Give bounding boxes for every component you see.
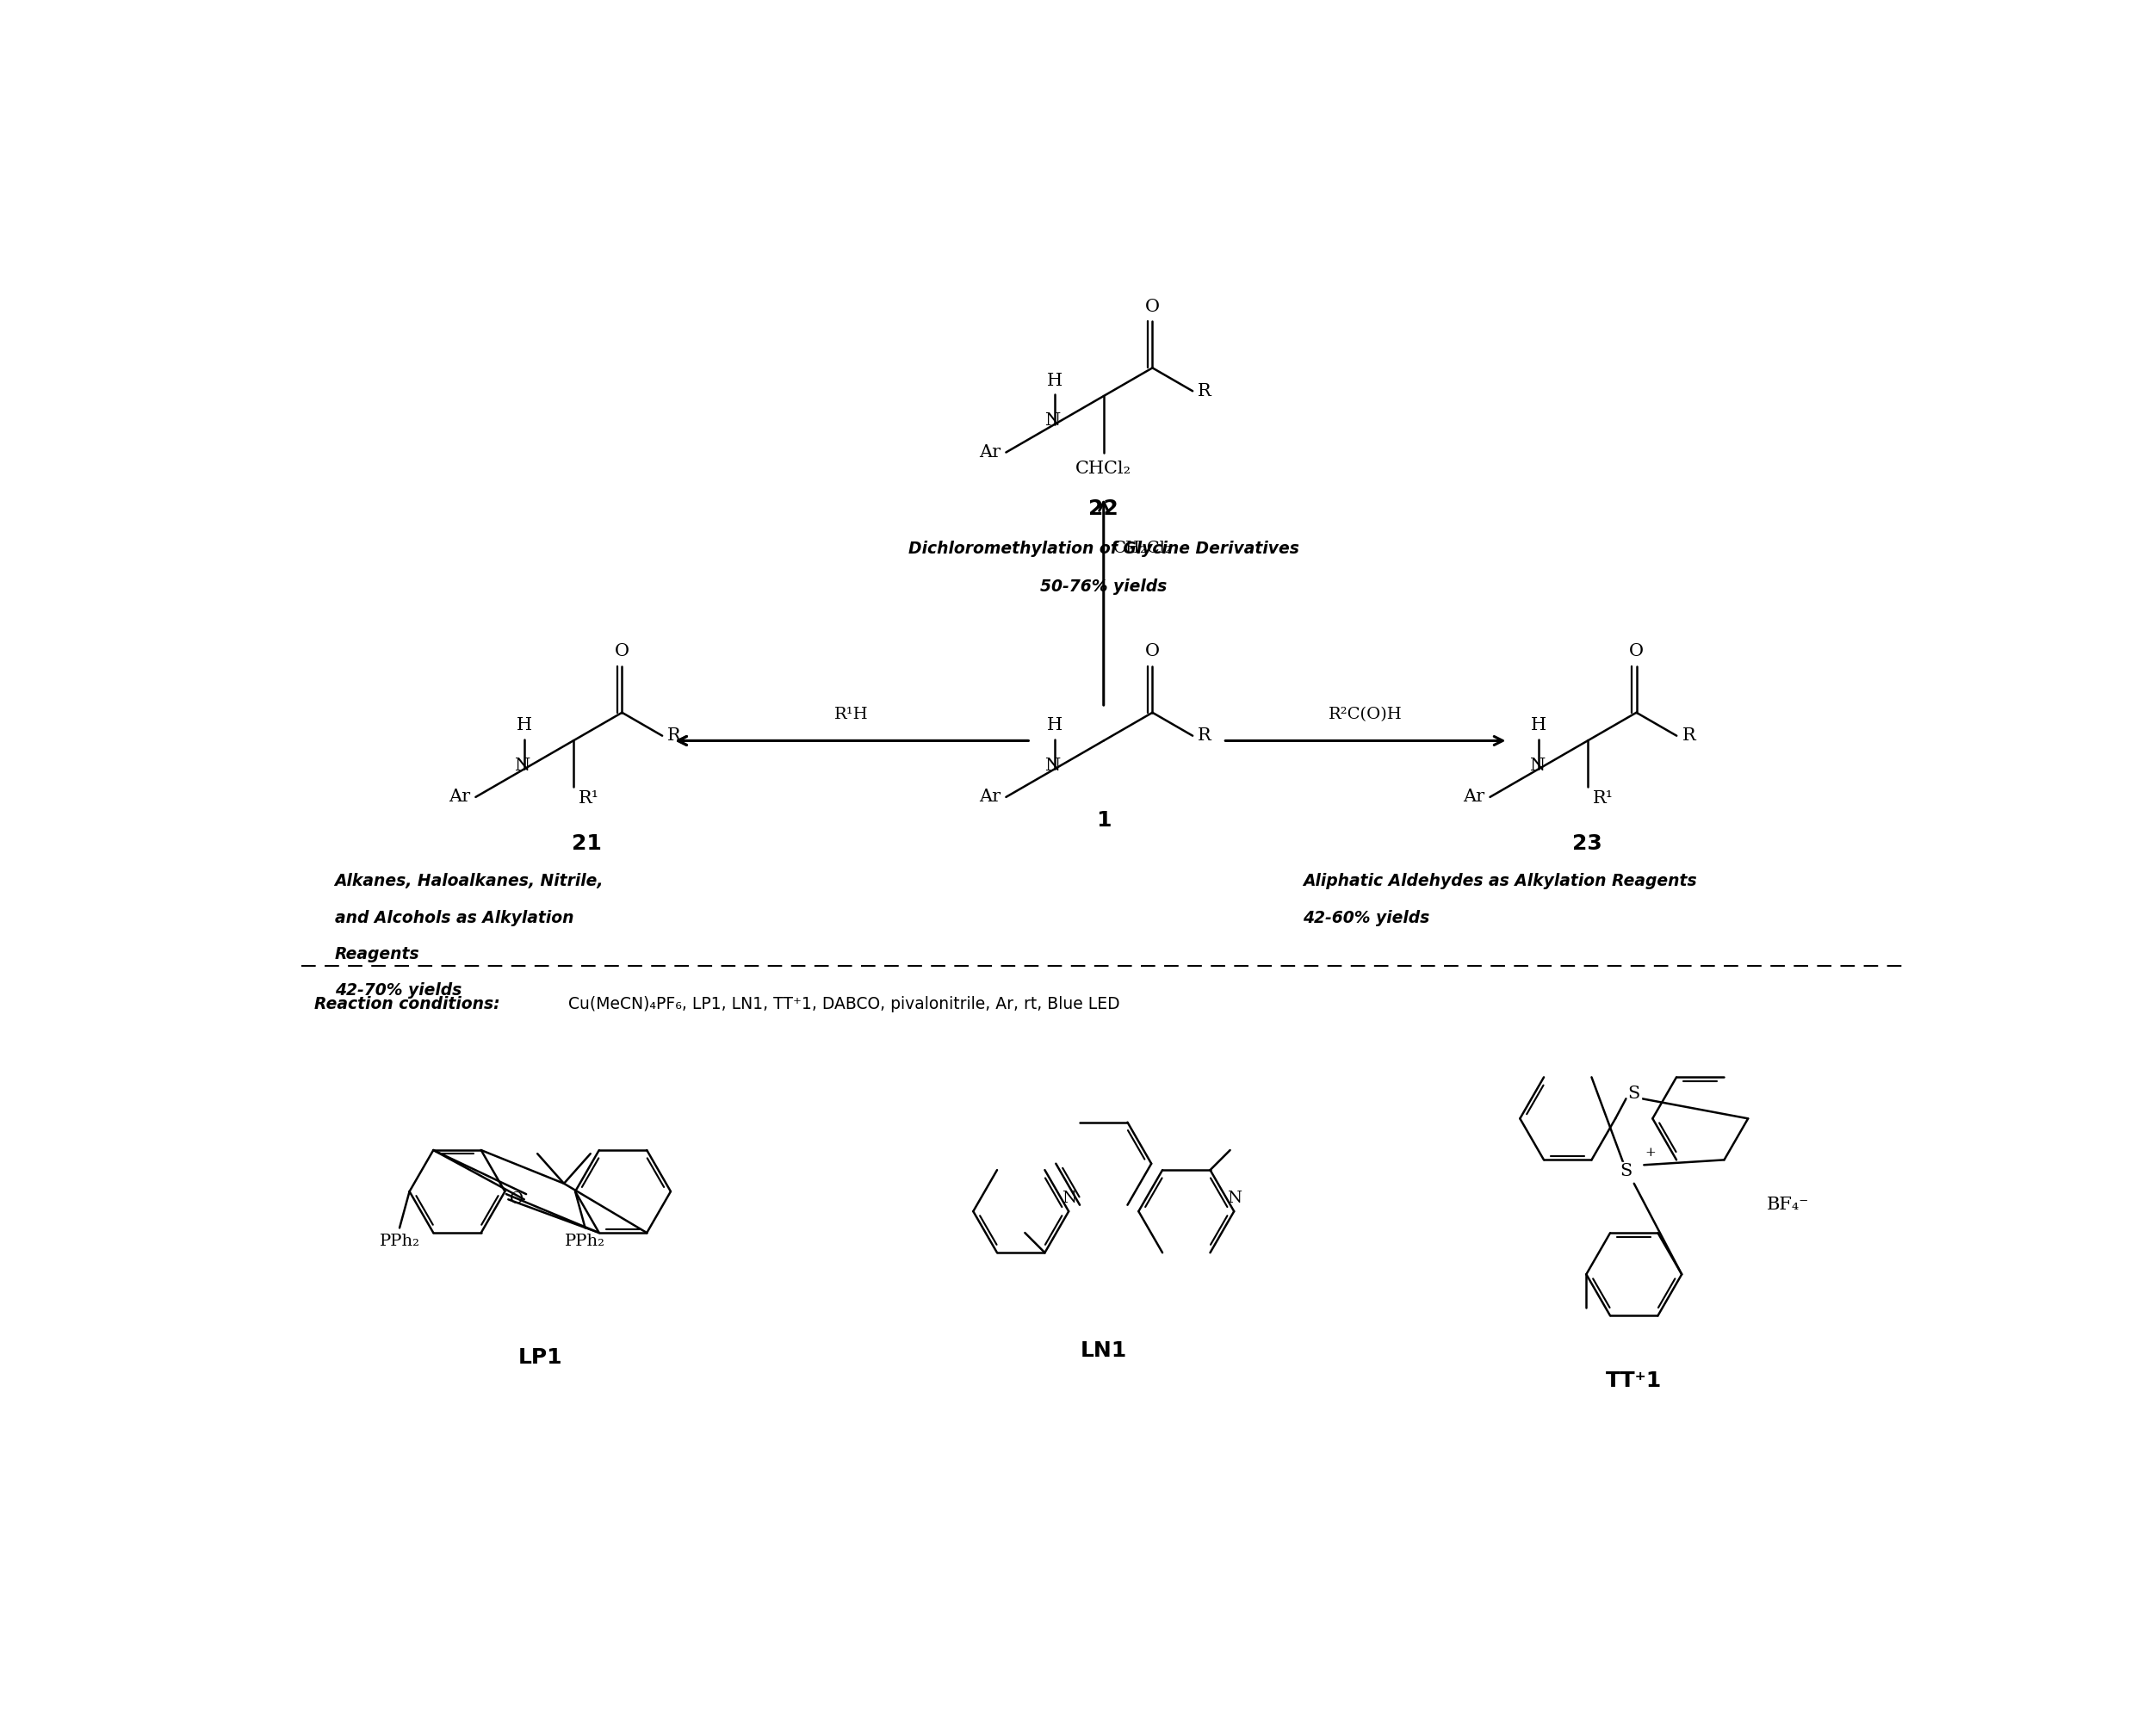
Text: H: H: [1048, 373, 1063, 388]
Text: H: H: [1048, 718, 1063, 734]
Text: 22: 22: [1089, 499, 1119, 520]
Text: CHCl₂: CHCl₂: [1076, 461, 1132, 476]
Text: O: O: [1630, 644, 1643, 659]
Text: O: O: [1145, 644, 1160, 659]
Text: Ar: Ar: [1464, 789, 1485, 806]
Text: Ar: Ar: [979, 444, 1000, 461]
Text: S: S: [1619, 1163, 1632, 1181]
Text: N: N: [1529, 758, 1546, 773]
Text: +: +: [1645, 1148, 1656, 1160]
Text: and Alcohols as Alkylation: and Alcohols as Alkylation: [334, 910, 573, 927]
Text: R: R: [1682, 728, 1695, 744]
Text: R¹H: R¹H: [834, 706, 869, 721]
Text: Reagents: Reagents: [334, 946, 420, 963]
Text: N: N: [1227, 1191, 1242, 1206]
Text: LP1: LP1: [517, 1348, 563, 1369]
Text: 42-70% yields: 42-70% yields: [334, 982, 461, 999]
Text: Ar: Ar: [979, 789, 1000, 806]
Text: N: N: [1046, 758, 1061, 773]
Text: Aliphatic Aldehydes as Alkylation Reagents: Aliphatic Aldehydes as Alkylation Reagen…: [1302, 873, 1697, 889]
Text: S: S: [1628, 1086, 1641, 1103]
Text: LN1: LN1: [1080, 1341, 1128, 1362]
Text: CH₂Cl₂: CH₂Cl₂: [1112, 540, 1173, 556]
Text: Alkanes, Haloalkanes, Nitrile,: Alkanes, Haloalkanes, Nitrile,: [334, 873, 604, 889]
Text: 23: 23: [1572, 834, 1602, 854]
Text: TT⁺1: TT⁺1: [1606, 1370, 1662, 1391]
Text: H: H: [1531, 718, 1546, 734]
Text: 1: 1: [1095, 809, 1110, 830]
Text: 50-76% yields: 50-76% yields: [1039, 578, 1166, 595]
Text: R²C(O)H: R²C(O)H: [1328, 706, 1401, 721]
Text: 42-60% yields: 42-60% yields: [1302, 910, 1429, 927]
Text: O: O: [509, 1191, 524, 1206]
Text: O: O: [614, 644, 630, 659]
Text: R: R: [1199, 728, 1212, 744]
Text: N: N: [1061, 1191, 1076, 1206]
Text: Reaction conditions:: Reaction conditions:: [315, 996, 500, 1011]
Text: Ar: Ar: [448, 789, 470, 806]
Text: Cu(MeCN)₄PF₆, LP1, LN1, TT⁺1, DABCO, pivalonitrile, Ar, rt, Blue LED: Cu(MeCN)₄PF₆, LP1, LN1, TT⁺1, DABCO, piv…: [563, 996, 1121, 1011]
Text: R: R: [1199, 383, 1212, 399]
Text: N: N: [515, 758, 530, 773]
Text: H: H: [517, 718, 533, 734]
Text: PPh₂: PPh₂: [379, 1232, 420, 1248]
Text: 21: 21: [571, 834, 602, 854]
Text: O: O: [1145, 299, 1160, 314]
Text: PPh₂: PPh₂: [565, 1232, 606, 1248]
Text: R: R: [668, 728, 681, 744]
Text: R¹: R¹: [578, 791, 599, 806]
Text: Dichloromethylation of Glycine Derivatives: Dichloromethylation of Glycine Derivativ…: [908, 540, 1300, 557]
Text: BF₄⁻: BF₄⁻: [1766, 1196, 1809, 1213]
Text: R¹: R¹: [1593, 791, 1613, 806]
Text: N: N: [1046, 413, 1061, 430]
